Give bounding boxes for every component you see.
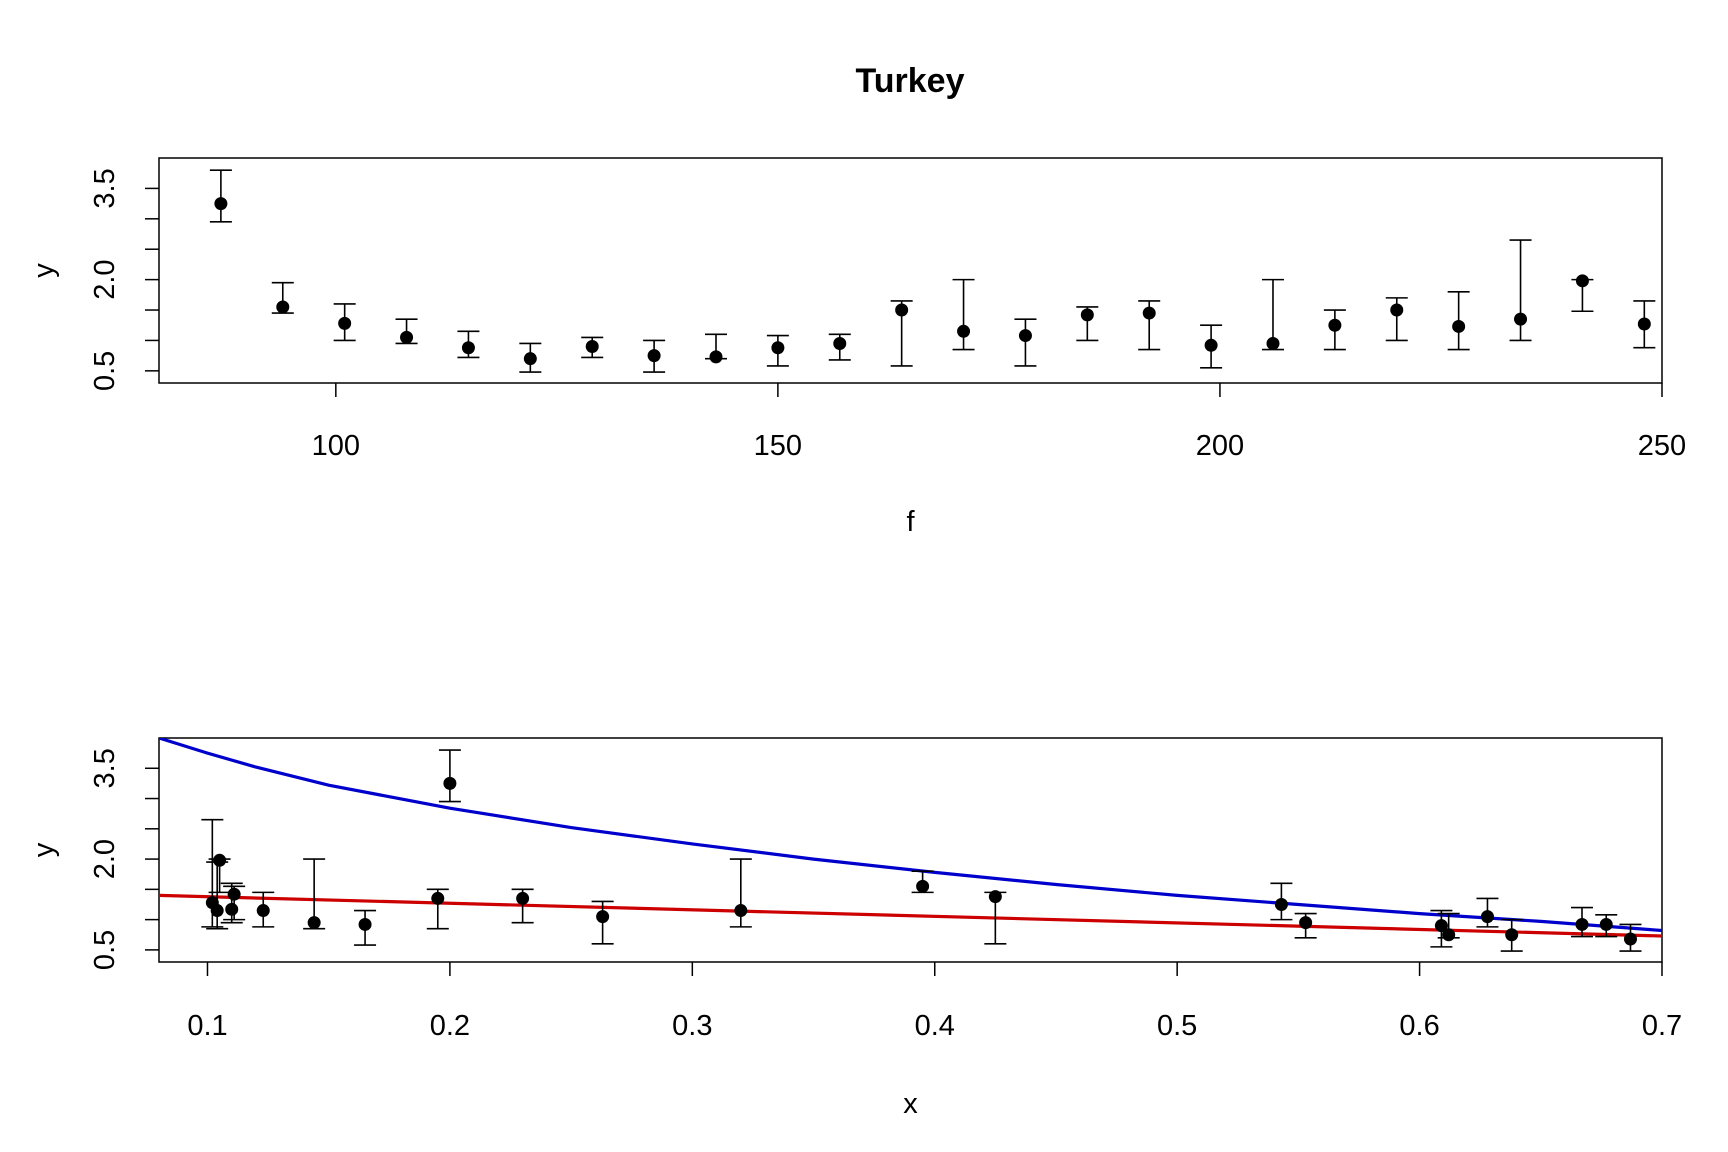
data-point [1599, 917, 1613, 931]
data-point [1452, 319, 1466, 333]
data-point [647, 349, 661, 363]
data-point [256, 904, 270, 918]
y-tick-label: 2.0 [89, 259, 121, 299]
data-point [338, 316, 352, 330]
data-point [1575, 917, 1589, 931]
data-point [1274, 897, 1288, 911]
x-tick-label: 0.2 [430, 1010, 470, 1042]
data-point [1266, 336, 1280, 350]
bottom-panel: 0.1 0.2 0.3 0.4 0.5 0.6 0.7 0.5 2.0 3.5 x y [28, 737, 1682, 1120]
data-point [1299, 916, 1313, 930]
data-point [916, 879, 930, 893]
data-point [1434, 919, 1448, 933]
x-axis-label: f [906, 506, 915, 538]
fit-curve [159, 738, 1662, 933]
data-point [1480, 910, 1494, 924]
data-point [957, 324, 971, 338]
data-point [276, 300, 290, 314]
chart-title: Turkey [856, 62, 965, 100]
data-point [227, 887, 241, 901]
error-bar [209, 169, 232, 223]
top-panel: 100 150 200 250 0.5 2.0 3.5 f y [28, 157, 1686, 538]
y-tick-label: 0.5 [89, 930, 121, 970]
x-axis-label: x [903, 1088, 918, 1120]
x-tick-label: 0.1 [187, 1010, 227, 1042]
error-bar [438, 749, 461, 803]
data-point [1623, 932, 1637, 946]
y-tick-label: 0.5 [89, 351, 121, 391]
data-point [1442, 928, 1456, 942]
x-tick-label: 0.6 [1399, 1010, 1439, 1042]
y-tick-label: 3.5 [89, 748, 121, 788]
data-point [523, 352, 537, 366]
x-tick-label: 100 [312, 430, 360, 462]
data-point [358, 917, 372, 931]
data-point [307, 916, 321, 930]
data-point [709, 350, 723, 364]
data-point [1080, 308, 1094, 322]
data-point [596, 910, 610, 924]
data-point [1018, 329, 1032, 343]
plot-frame [158, 737, 1663, 963]
data-point [214, 197, 228, 211]
data-point [771, 341, 785, 355]
data-point [461, 341, 475, 355]
data-point [213, 853, 227, 867]
data-point [1204, 338, 1218, 352]
x-tick-label: 0.3 [672, 1010, 712, 1042]
data-point [895, 303, 909, 317]
fit-curve [159, 893, 1662, 938]
data-point [1637, 317, 1651, 331]
data-point [443, 776, 457, 790]
x-tick-label: 0.4 [915, 1010, 955, 1042]
data-point [585, 340, 599, 354]
x-tick-label: 0.7 [1642, 1010, 1682, 1042]
y-tick-label: 2.0 [89, 839, 121, 879]
data-point [1328, 318, 1342, 332]
data-point [400, 330, 414, 344]
data-point [210, 904, 224, 918]
data-point [734, 904, 748, 918]
plot-frame [158, 157, 1663, 384]
data-point [225, 902, 239, 916]
y-tick-label: 3.5 [89, 168, 121, 208]
x-tick-label: 200 [1196, 430, 1244, 462]
y-axis-label: y [28, 263, 60, 278]
data-point [516, 891, 530, 905]
x-tick-label: 0.5 [1157, 1010, 1197, 1042]
data-point [1575, 274, 1589, 288]
data-point [988, 890, 1002, 904]
data-point [1390, 303, 1404, 317]
data-point [1505, 928, 1519, 942]
error-bar [1014, 318, 1037, 367]
y-axis-label: y [28, 842, 60, 857]
x-tick-label: 250 [1638, 430, 1686, 462]
data-point [833, 336, 847, 350]
data-point [1514, 312, 1528, 326]
error-bar [952, 278, 975, 351]
x-tick-label: 150 [754, 430, 802, 462]
data-point [431, 891, 445, 905]
data-point [1142, 306, 1156, 320]
